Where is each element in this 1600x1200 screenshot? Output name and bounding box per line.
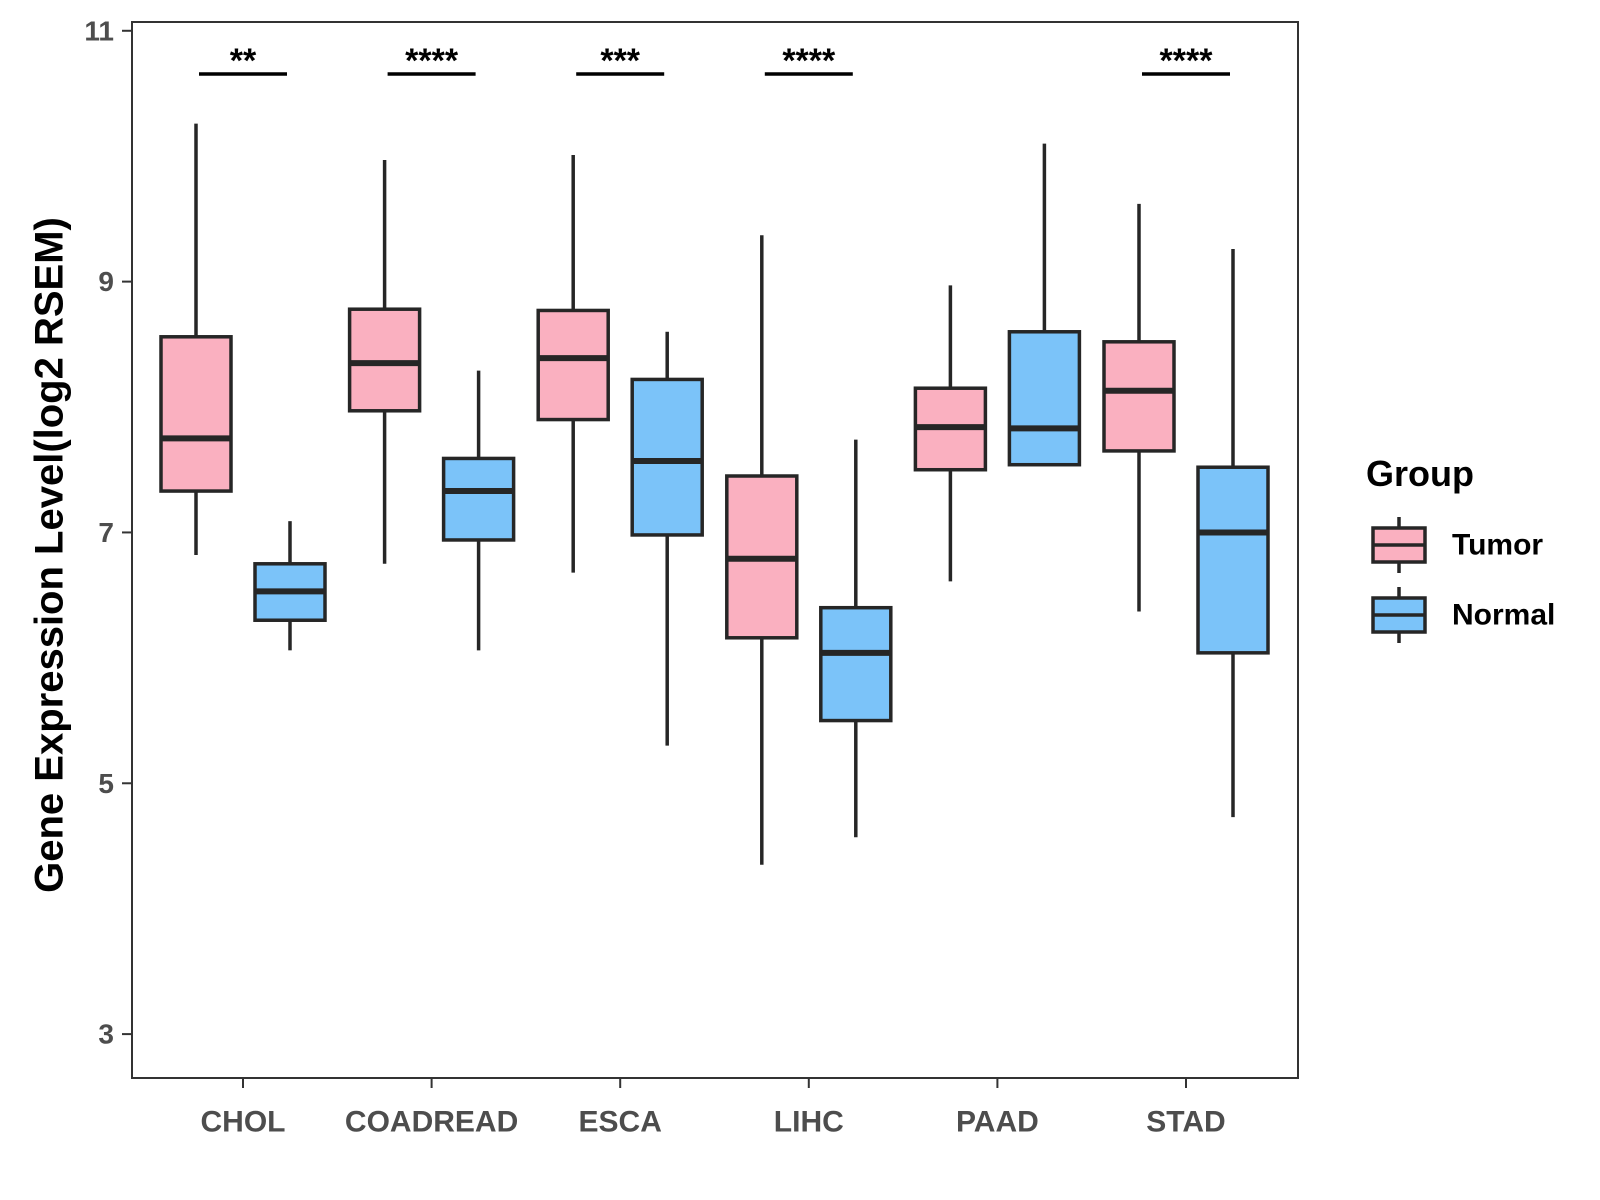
box-series bbox=[159, 123, 1270, 865]
legend-title: Group bbox=[1366, 453, 1474, 494]
box-normal-chol bbox=[253, 521, 327, 651]
y-tick-label: 7 bbox=[98, 517, 114, 548]
x-tick-label: COADREAD bbox=[345, 1106, 518, 1139]
x-tick-label: PAAD bbox=[956, 1106, 1039, 1139]
legend-label: Tumor bbox=[1452, 529, 1543, 562]
y-tick-label: 11 bbox=[84, 15, 114, 46]
legend-item-normal: Normal bbox=[1371, 587, 1555, 643]
box-tumor-chol bbox=[159, 123, 233, 556]
box-iqr bbox=[819, 605, 893, 723]
y-tick-label: 3 bbox=[98, 1019, 114, 1050]
panel-border bbox=[131, 21, 1299, 1079]
legend: Group Tumor Normal bbox=[1366, 453, 1555, 643]
x-tick-label: CHOL bbox=[201, 1106, 286, 1139]
box-normal-paad bbox=[1007, 143, 1082, 467]
box-iqr bbox=[1102, 340, 1176, 453]
x-tick-label: ESCA bbox=[579, 1106, 662, 1139]
box-iqr bbox=[347, 307, 422, 413]
box-tumor-coadread bbox=[347, 159, 422, 564]
significance-annotations: ** **** *** **** **** bbox=[199, 42, 1230, 80]
box-iqr bbox=[159, 335, 233, 493]
x-axis: CHOL COADREAD ESCA LIHC PAAD STAD bbox=[201, 1078, 1226, 1139]
box-iqr bbox=[1007, 330, 1082, 467]
y-axis-title: Gene Expression Level(log2 RSEM) bbox=[28, 217, 72, 893]
box-iqr bbox=[1196, 465, 1270, 655]
y-tick-label: 9 bbox=[98, 266, 114, 297]
box-iqr bbox=[630, 377, 704, 537]
significance-label: **** bbox=[405, 42, 459, 80]
significance-label: **** bbox=[782, 42, 836, 80]
box-normal-coadread bbox=[441, 370, 516, 651]
box-tumor-stad bbox=[1102, 203, 1176, 612]
x-tick-label: STAD bbox=[1146, 1106, 1225, 1139]
significance-label: **** bbox=[1160, 42, 1214, 80]
box-normal-esca bbox=[630, 331, 704, 746]
box-iqr bbox=[441, 456, 516, 542]
significance-label: ** bbox=[230, 42, 257, 80]
box-iqr bbox=[536, 308, 610, 422]
box-tumor-esca bbox=[536, 154, 610, 573]
plot-panel bbox=[131, 21, 1299, 1079]
legend-label: Normal bbox=[1452, 599, 1555, 632]
y-tick-label: 5 bbox=[98, 768, 114, 799]
significance-label: *** bbox=[600, 42, 640, 80]
box-tumor-lihc bbox=[725, 235, 799, 865]
legend-item-tumor: Tumor bbox=[1371, 517, 1543, 573]
box-tumor-paad bbox=[913, 285, 988, 582]
box-normal-lihc bbox=[819, 439, 893, 838]
y-axis: 3 5 7 9 11 bbox=[84, 15, 132, 1050]
box-normal-stad bbox=[1196, 249, 1270, 818]
x-tick-label: LIHC bbox=[774, 1106, 844, 1139]
